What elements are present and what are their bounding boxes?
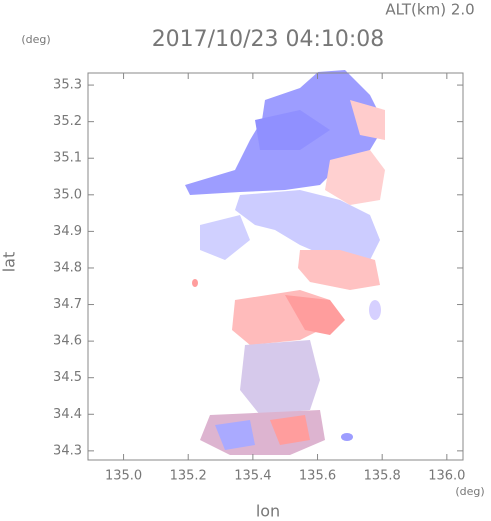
- plot-frame: [87, 72, 464, 461]
- y-label: lat: [0, 252, 19, 273]
- y-tick-label: 34.9: [53, 224, 82, 239]
- echo: [350, 100, 385, 140]
- x-label: lon: [256, 502, 280, 521]
- echo: [192, 279, 198, 287]
- x-tick-label: 135.4: [234, 469, 271, 484]
- echo: [200, 215, 250, 260]
- y-tick-label: 35.0: [53, 187, 82, 202]
- y-tick-label: 34.8: [53, 260, 82, 275]
- echo: [341, 433, 353, 441]
- x-tick-label: 136.0: [428, 469, 465, 484]
- echo: [215, 420, 255, 450]
- x-tick-label: 135.8: [364, 469, 401, 484]
- echo: [240, 340, 320, 415]
- y-tick-label: 34.7: [53, 297, 82, 312]
- echo: [270, 415, 310, 445]
- y-tick-label: 34.5: [53, 370, 82, 385]
- chart-title: 2017/10/23 04:10:08: [152, 27, 385, 52]
- echo: [325, 150, 385, 205]
- echo: [235, 190, 380, 260]
- y-tick-label: 35.3: [53, 78, 82, 93]
- x-unit: (deg): [455, 485, 484, 498]
- chart-subtitle: ALT(km) 2.0: [385, 1, 474, 19]
- echo: [298, 250, 380, 290]
- echo: [369, 300, 381, 320]
- echo: [255, 110, 330, 150]
- y-unit: (deg): [21, 33, 50, 46]
- x-tick-label: 135.6: [299, 469, 336, 484]
- y-tick-label: 35.2: [53, 114, 82, 129]
- y-tick-label: 35.1: [53, 151, 82, 166]
- echo-field: [185, 70, 385, 455]
- x-tick-label: 135.2: [170, 469, 207, 484]
- x-tick-label: 135.0: [105, 469, 142, 484]
- y-tick-label: 34.3: [53, 443, 82, 458]
- echo: [285, 295, 345, 335]
- y-tick-label: 34.4: [53, 407, 82, 422]
- y-tick-label: 34.6: [53, 334, 82, 349]
